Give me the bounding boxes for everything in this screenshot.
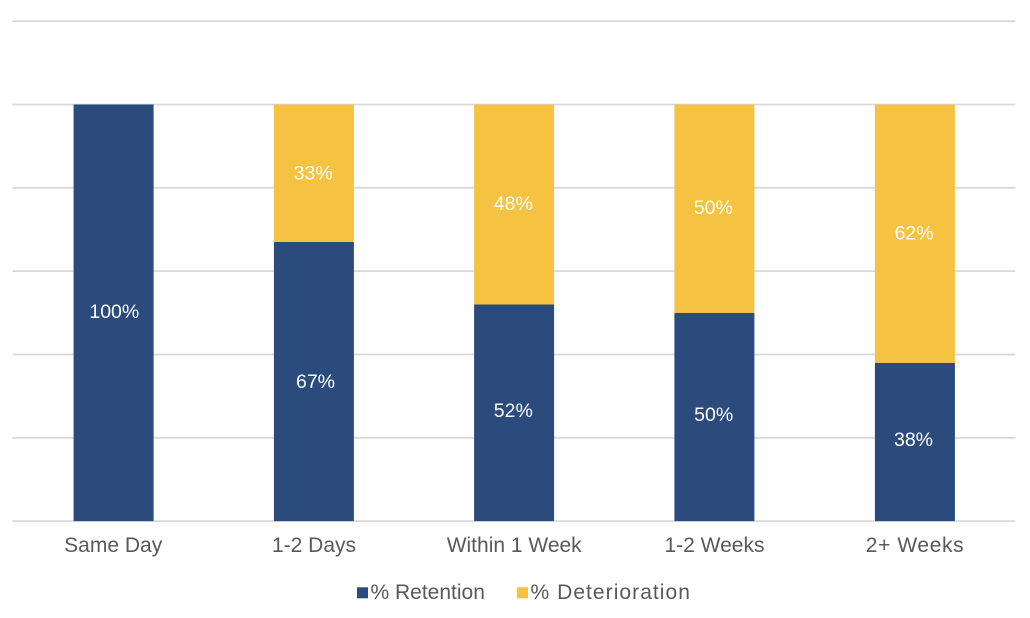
svg-text:62%: 62% — [895, 222, 934, 244]
svg-text:33%: 33% — [294, 163, 333, 185]
svg-text:1-2 Days: 1-2 Days — [272, 534, 356, 557]
svg-text:% Retention: % Retention — [371, 581, 485, 604]
svg-text:52%: 52% — [494, 400, 533, 422]
svg-text:38%: 38% — [894, 429, 933, 451]
svg-text:Within 1 Week: Within 1 Week — [447, 534, 582, 557]
svg-text:% Deterioration: % Deterioration — [531, 581, 691, 604]
svg-text:1-2 Weeks: 1-2 Weeks — [665, 534, 765, 557]
svg-text:100%: 100% — [89, 301, 139, 323]
svg-text:48%: 48% — [494, 193, 533, 215]
svg-text:50%: 50% — [694, 197, 733, 219]
svg-text:2+ Weeks: 2+ Weeks — [866, 534, 964, 557]
svg-text:67%: 67% — [296, 371, 335, 393]
svg-text:50%: 50% — [694, 404, 733, 426]
svg-text:Same Day: Same Day — [64, 534, 163, 557]
